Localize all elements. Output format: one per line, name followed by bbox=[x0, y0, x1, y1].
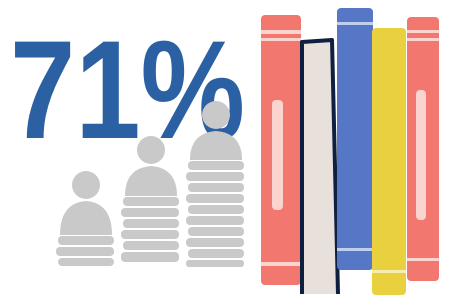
book bbox=[186, 216, 244, 225]
person-head bbox=[72, 171, 100, 199]
book bbox=[123, 241, 179, 250]
book-label bbox=[416, 90, 426, 220]
person-body bbox=[125, 166, 177, 196]
book-stripe bbox=[261, 38, 301, 41]
book-yellow bbox=[372, 28, 406, 295]
book bbox=[186, 194, 244, 203]
book bbox=[188, 249, 244, 258]
book bbox=[188, 227, 244, 236]
book bbox=[123, 219, 179, 228]
book bbox=[123, 197, 179, 206]
book bbox=[186, 172, 244, 181]
book-stripe bbox=[372, 270, 406, 273]
book-stripe bbox=[407, 258, 439, 261]
book bbox=[186, 238, 244, 247]
book bbox=[58, 236, 114, 245]
book bbox=[121, 230, 179, 239]
book bbox=[121, 252, 179, 262]
book-stripe bbox=[261, 262, 301, 266]
book bbox=[58, 258, 114, 266]
book-stripe bbox=[407, 30, 439, 33]
book-label bbox=[272, 100, 283, 210]
person-head bbox=[137, 136, 165, 164]
book-open bbox=[302, 40, 338, 294]
book-stripe bbox=[337, 248, 373, 251]
book bbox=[186, 260, 244, 267]
book-stripe bbox=[407, 38, 439, 41]
book bbox=[56, 247, 114, 256]
book-stripe bbox=[337, 22, 373, 25]
person-body bbox=[60, 201, 112, 235]
book bbox=[188, 205, 244, 214]
book-stripe bbox=[261, 30, 301, 34]
infographic: 71% bbox=[0, 0, 450, 297]
book-blue bbox=[337, 8, 373, 270]
bookshelf-illustration bbox=[261, 8, 439, 295]
person-head bbox=[202, 101, 230, 129]
book bbox=[188, 161, 244, 170]
book bbox=[121, 208, 179, 217]
book bbox=[188, 183, 244, 192]
